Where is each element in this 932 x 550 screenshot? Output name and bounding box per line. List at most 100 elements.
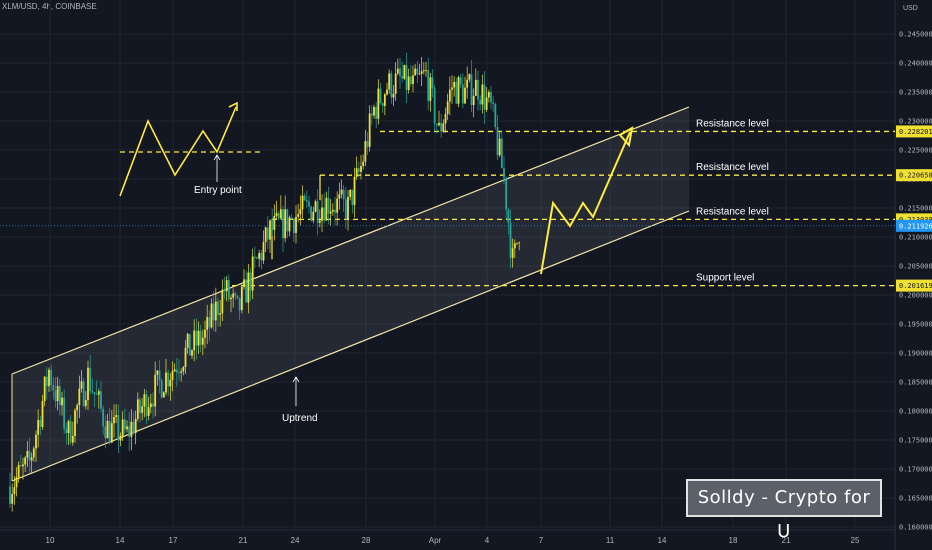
candle-body: [58, 386, 61, 406]
candle-body: [65, 428, 68, 434]
candle-body: [498, 138, 501, 156]
candle-body: [409, 76, 412, 85]
y-tick-label: 0.235000: [899, 89, 932, 97]
price-axis[interactable]: 0.160000 0.165000 0.170000 0.175000 0.180000…: [896, 31, 932, 532]
candle-body: [121, 419, 124, 436]
candle-body: [245, 279, 248, 303]
candle-body: [106, 420, 109, 439]
candle-body: [373, 106, 375, 116]
candle-body: [355, 168, 358, 177]
candle-body: [468, 74, 471, 80]
candle-body: [500, 138, 503, 169]
candle-body: [143, 394, 146, 407]
candle-body: [80, 381, 83, 389]
candle-body: [334, 209, 336, 213]
candle-body: [173, 369, 176, 372]
candle-body: [275, 213, 278, 216]
x-tick-label: 21: [239, 536, 248, 545]
candle-body: [312, 211, 315, 221]
y-tick-label: 0.190000: [899, 350, 932, 358]
price-level-tag: [896, 279, 932, 292]
candle-body: [444, 113, 447, 124]
candle-body: [123, 419, 126, 430]
candle-body: [357, 168, 360, 172]
candle-body: [39, 419, 42, 428]
candle-body: [78, 388, 81, 406]
candle-body: [45, 376, 48, 387]
candle-body: [412, 75, 414, 85]
time-axis[interactable]: 10 14 17 21 24 28 Apr 4 7 11 14 18 21 25: [46, 536, 860, 545]
y-tick-label: 0.170000: [899, 466, 932, 474]
candle-body: [303, 195, 306, 201]
candle-body: [147, 407, 150, 416]
candle-body: [325, 197, 328, 221]
price-level-text: Resistance level: [696, 206, 769, 217]
y-tick-label: 0.195000: [899, 321, 932, 329]
candle-body: [171, 371, 174, 380]
candle-body: [145, 394, 148, 416]
candle-body: [329, 211, 332, 214]
candle-body: [394, 73, 397, 94]
candle-body: [115, 415, 118, 418]
candle-body: [169, 379, 172, 387]
candle-body: [271, 220, 274, 230]
current-price-value: 0.211926: [899, 222, 932, 230]
y-tick-label: 0.180000: [899, 408, 932, 416]
candle-body: [160, 380, 163, 398]
candle-body: [516, 242, 518, 244]
x-tick-label: 11: [606, 536, 615, 545]
candle-body: [230, 297, 232, 300]
y-tick-label: 0.200000: [899, 292, 932, 300]
y-tick-label: 0.245000: [899, 31, 932, 39]
candle-body: [442, 123, 445, 132]
candle-body: [52, 385, 55, 391]
uptrend-pointer-head: [292, 376, 300, 383]
candle-body: [221, 289, 224, 314]
candle-body: [132, 421, 135, 434]
candle-body: [314, 201, 317, 212]
candle-body: [305, 200, 308, 202]
candle-body: [327, 197, 330, 214]
x-tick-label: 4: [485, 536, 490, 545]
candle-body: [386, 89, 388, 95]
candle-body: [351, 189, 354, 206]
candle-body: [19, 465, 22, 467]
candle-body: [316, 201, 319, 223]
candle-body: [139, 399, 141, 413]
candle-body: [76, 405, 79, 411]
candle-body: [74, 410, 76, 437]
candle-body: [472, 95, 475, 106]
x-tick-label: 17: [169, 536, 178, 545]
candle-body: [396, 68, 399, 74]
candle-body: [485, 97, 488, 110]
candle-body: [390, 73, 393, 98]
candle-body: [448, 89, 451, 102]
candle-body: [178, 372, 180, 374]
x-tick-label: 18: [729, 536, 738, 545]
candle-body: [331, 209, 334, 212]
candle-body: [149, 403, 152, 408]
x-tick-label: 25: [851, 536, 860, 545]
candle-body: [110, 423, 113, 443]
candle-body: [288, 217, 291, 232]
candle-body: [100, 391, 102, 409]
x-tick-label: Apr: [429, 536, 442, 545]
candle-body: [154, 374, 157, 407]
y-tick-label: 0.175000: [899, 437, 932, 445]
candle-body: [234, 293, 237, 296]
candle-body: [30, 457, 33, 461]
candle-body: [93, 392, 96, 394]
candle-body: [318, 220, 321, 223]
candle-body: [130, 421, 133, 437]
candle-body: [518, 242, 521, 244]
candle-body: [292, 218, 295, 233]
candle-body: [459, 77, 462, 85]
candle-body: [427, 70, 430, 101]
candle-body: [186, 333, 189, 348]
x-tick-label: 21: [782, 536, 791, 545]
y-tick-label: 0.210000: [899, 234, 932, 242]
y-tick-label: 0.185000: [899, 379, 932, 387]
candle-body: [26, 451, 29, 458]
watermark-box: Solldy - Crypto for U: [686, 479, 882, 542]
